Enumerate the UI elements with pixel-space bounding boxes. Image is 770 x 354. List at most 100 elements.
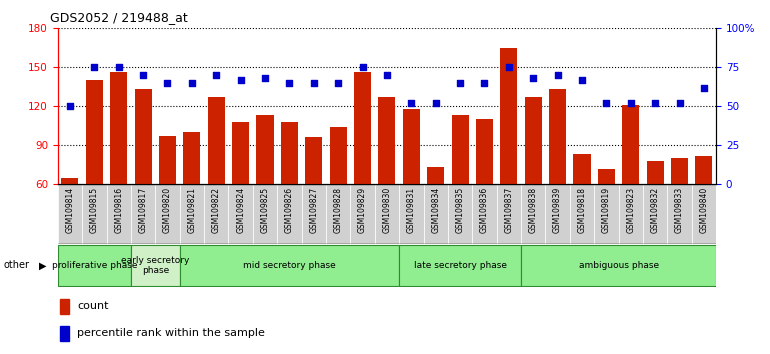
- Text: mid secretory phase: mid secretory phase: [243, 261, 336, 270]
- Bar: [695, 155, 712, 262]
- Text: percentile rank within the sample: percentile rank within the sample: [77, 329, 265, 338]
- Bar: [85, 80, 103, 262]
- Bar: [549, 89, 566, 262]
- Text: GSM109831: GSM109831: [407, 187, 416, 233]
- Bar: [354, 73, 371, 262]
- Point: [186, 80, 198, 86]
- Bar: [82, 184, 106, 244]
- Text: early secretory
phase: early secretory phase: [121, 256, 189, 275]
- Bar: [521, 184, 545, 244]
- Text: GSM109823: GSM109823: [626, 187, 635, 233]
- Bar: [399, 184, 424, 244]
- Point: [88, 64, 100, 70]
- Text: GSM109818: GSM109818: [578, 187, 587, 233]
- Bar: [305, 137, 323, 262]
- Point: [283, 80, 296, 86]
- Bar: [647, 161, 664, 262]
- Bar: [179, 184, 204, 244]
- Text: GSM109827: GSM109827: [310, 187, 318, 233]
- Point: [454, 80, 466, 86]
- Bar: [476, 119, 493, 262]
- Bar: [179, 245, 399, 286]
- Point: [527, 75, 539, 81]
- Bar: [277, 184, 302, 244]
- Text: GSM109838: GSM109838: [529, 187, 537, 233]
- Text: other: other: [4, 261, 30, 270]
- Text: proliferative phase: proliferative phase: [52, 261, 137, 270]
- Bar: [524, 97, 542, 262]
- Bar: [60, 299, 69, 314]
- Point: [405, 100, 417, 106]
- Bar: [378, 97, 396, 262]
- Point: [332, 80, 344, 86]
- Bar: [427, 167, 444, 262]
- Bar: [497, 184, 521, 244]
- Text: GSM109815: GSM109815: [90, 187, 99, 233]
- Bar: [253, 184, 277, 244]
- Bar: [58, 245, 131, 286]
- Bar: [424, 184, 448, 244]
- Bar: [60, 326, 69, 341]
- Bar: [472, 184, 497, 244]
- Bar: [643, 184, 668, 244]
- Bar: [131, 184, 156, 244]
- Bar: [106, 184, 131, 244]
- Bar: [110, 73, 127, 262]
- Text: GSM109833: GSM109833: [675, 187, 684, 233]
- Text: ambiguous phase: ambiguous phase: [578, 261, 658, 270]
- Bar: [545, 184, 570, 244]
- Bar: [598, 169, 615, 262]
- Bar: [183, 132, 200, 262]
- Text: ▶: ▶: [38, 261, 46, 270]
- Text: GSM109817: GSM109817: [139, 187, 148, 233]
- Bar: [622, 105, 639, 262]
- Text: GSM109814: GSM109814: [65, 187, 75, 233]
- Text: GSM109830: GSM109830: [383, 187, 391, 233]
- Bar: [232, 122, 249, 262]
- Bar: [330, 127, 346, 262]
- Bar: [204, 184, 229, 244]
- Point: [551, 72, 564, 78]
- Bar: [326, 184, 350, 244]
- Text: GSM109819: GSM109819: [602, 187, 611, 233]
- Bar: [521, 245, 716, 286]
- Text: GSM109825: GSM109825: [260, 187, 269, 233]
- Point: [161, 80, 173, 86]
- Point: [503, 64, 515, 70]
- Text: GSM109834: GSM109834: [431, 187, 440, 233]
- Text: GSM109816: GSM109816: [114, 187, 123, 233]
- Point: [234, 77, 246, 82]
- Bar: [618, 184, 643, 244]
- Text: GSM109820: GSM109820: [163, 187, 172, 233]
- Bar: [594, 184, 618, 244]
- Point: [430, 100, 442, 106]
- Point: [673, 100, 685, 106]
- Bar: [451, 115, 469, 262]
- Point: [259, 75, 271, 81]
- Text: count: count: [77, 301, 109, 311]
- Point: [307, 80, 320, 86]
- Text: GSM109837: GSM109837: [504, 187, 514, 233]
- Bar: [448, 184, 472, 244]
- Bar: [570, 184, 594, 244]
- Bar: [350, 184, 375, 244]
- Text: GSM109829: GSM109829: [358, 187, 367, 233]
- Bar: [256, 115, 273, 262]
- Bar: [399, 245, 521, 286]
- Bar: [135, 89, 152, 262]
- Bar: [208, 97, 225, 262]
- Bar: [500, 48, 517, 262]
- Bar: [281, 122, 298, 262]
- Point: [478, 80, 490, 86]
- Bar: [131, 245, 179, 286]
- Bar: [62, 178, 79, 262]
- Point: [624, 100, 637, 106]
- Bar: [375, 184, 399, 244]
- Bar: [302, 184, 326, 244]
- Text: GSM109836: GSM109836: [480, 187, 489, 233]
- Text: GSM109821: GSM109821: [187, 187, 196, 233]
- Bar: [574, 154, 591, 262]
- Bar: [156, 184, 179, 244]
- Point: [357, 64, 369, 70]
- Point: [649, 100, 661, 106]
